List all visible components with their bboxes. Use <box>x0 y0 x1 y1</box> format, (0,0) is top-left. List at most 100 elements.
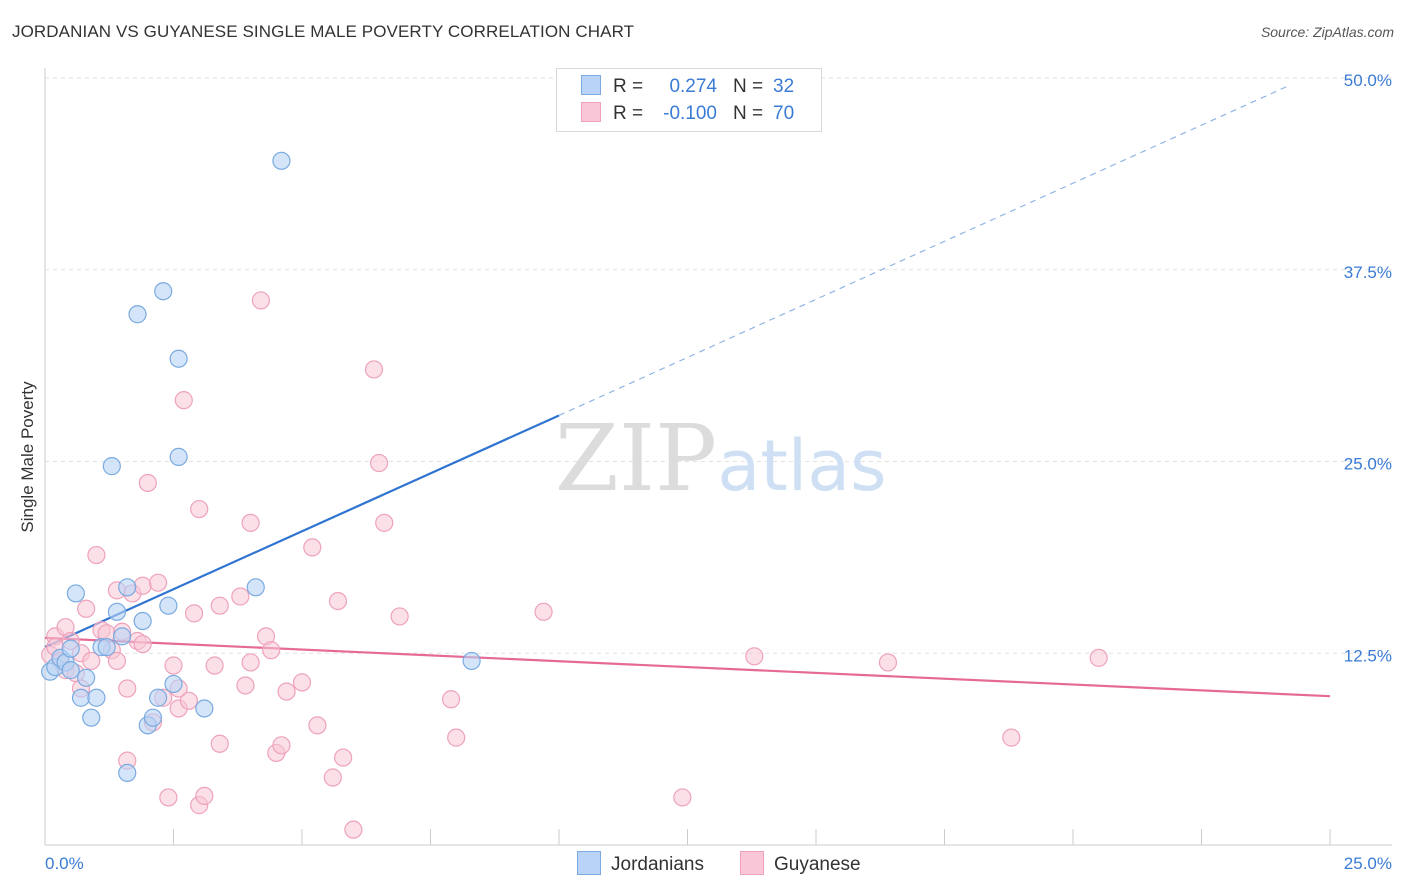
tick-labels: 12.5% 25.0% 37.5% 50.0% 0.0% 25.0% <box>45 71 1392 873</box>
y-tick-label: 37.5% <box>1344 263 1392 282</box>
jordanians-point <box>66 584 85 603</box>
r-value: -0.100 <box>663 103 717 124</box>
n-label: N = <box>733 103 764 124</box>
chart-title: JORDANIAN VS GUYANESE SINGLE MALE POVERT… <box>12 22 635 41</box>
guyanese-point <box>323 768 342 787</box>
y-axis-label: Single Male Poverty <box>18 381 37 533</box>
guyanese-point <box>138 473 157 493</box>
guyanese-point <box>82 651 101 671</box>
jordanians-points <box>41 151 481 783</box>
guyanese-trend-line <box>44 636 1331 698</box>
guyanese-point <box>133 634 152 654</box>
guyanese-point <box>1089 648 1108 667</box>
guyanese-point <box>210 596 229 615</box>
series-legend: Jordanians Guyanese <box>0 851 1406 877</box>
watermark: ZIP atlas <box>555 405 887 512</box>
guyanese-point <box>370 453 389 473</box>
axes <box>44 68 1392 846</box>
jordanians-point <box>87 688 106 707</box>
guyanese-point <box>344 820 363 839</box>
jordanians-point <box>169 349 188 368</box>
guyanese-point <box>179 691 199 710</box>
jordanians-point <box>82 708 101 727</box>
trend-lines <box>44 85 1331 698</box>
grid-lines <box>45 77 1392 654</box>
jordanians-point <box>77 668 96 687</box>
jordanians-point <box>169 447 188 466</box>
jordanians-point <box>272 151 291 170</box>
n-value: 32 <box>773 76 795 97</box>
guyanese-point <box>1002 728 1021 747</box>
jordanians-point <box>462 651 481 671</box>
jordanians-point <box>246 578 265 597</box>
r-label: R = <box>613 76 644 97</box>
jordanians-point <box>195 699 214 718</box>
guyanese-point <box>148 573 168 592</box>
guyanese-point <box>241 653 260 672</box>
jordanians-point <box>164 674 183 694</box>
x-tick-label: 25.0% <box>1344 854 1392 873</box>
guyanese-point <box>133 576 152 595</box>
jordanians-swatch <box>581 75 601 95</box>
guyanese-point <box>210 734 229 753</box>
guyanese-point <box>364 360 384 379</box>
x-tick-label: 0.0% <box>45 854 84 873</box>
guyanese-point <box>292 673 312 692</box>
guyanese-point <box>164 656 183 675</box>
jordanians-point <box>112 627 132 646</box>
guyanese-point <box>673 788 692 807</box>
jordanians-point <box>128 305 147 324</box>
guyanese-point <box>272 736 291 755</box>
guyanese-point <box>447 728 466 747</box>
guyanese-point <box>745 647 764 666</box>
jordanians-point <box>154 282 173 301</box>
guyanese-point <box>303 538 322 557</box>
jordanians-point <box>143 708 163 727</box>
guyanese-point <box>77 599 96 618</box>
watermark-zip: ZIP <box>555 405 717 512</box>
jordanians-point <box>148 688 168 707</box>
guyanese-point <box>334 748 353 767</box>
guyanese-point <box>390 607 409 626</box>
jordanians-point <box>97 638 116 657</box>
guyanese-point <box>231 587 250 606</box>
r-value: 0.274 <box>669 76 717 97</box>
n-value: 70 <box>773 103 795 124</box>
guyanese-legend-swatch <box>740 851 764 875</box>
y-tick-label: 50.0% <box>1344 71 1392 90</box>
jordanians-point <box>118 578 137 597</box>
guyanese-point <box>87 545 106 565</box>
guyanese-point <box>205 656 224 675</box>
legend-item-jordanians: Jordanians <box>577 851 704 877</box>
guyanese-point <box>277 682 296 701</box>
jordanians-point <box>61 639 80 658</box>
jordanians-point <box>71 688 91 707</box>
jordanians-point <box>118 763 137 783</box>
guyanese-point <box>328 591 348 611</box>
jordanians-point <box>107 602 127 621</box>
y-tick-label: 25.0% <box>1344 455 1392 474</box>
legend-label-guyanese: Guyanese <box>774 854 861 875</box>
guyanese-point <box>441 690 461 709</box>
guyanese-point <box>118 679 137 698</box>
guyanese-point <box>375 513 394 532</box>
legend-label-jordanians: Jordanians <box>611 854 704 875</box>
jordanians-point <box>133 611 152 631</box>
guyanese-point <box>184 604 204 623</box>
legend-row-guyanese: R = -0.100 N = 70 <box>581 102 794 126</box>
jordanians-trend-line <box>44 414 560 649</box>
guyanese-swatch <box>581 102 601 122</box>
jordanians-legend-swatch <box>577 851 601 875</box>
guyanese-points <box>41 291 1108 839</box>
watermark-atlas: atlas <box>717 425 886 507</box>
guyanese-point <box>236 676 255 695</box>
guyanese-point <box>534 602 553 621</box>
guyanese-point <box>251 291 270 310</box>
guyanese-point <box>159 788 178 807</box>
jordanians-trend-extension <box>558 85 1290 417</box>
legend-row-jordanians: R = 0.274 N = 32 <box>581 75 794 99</box>
y-tick-label: 12.5% <box>1344 646 1392 665</box>
guyanese-point <box>878 653 898 672</box>
guyanese-point <box>241 513 260 532</box>
